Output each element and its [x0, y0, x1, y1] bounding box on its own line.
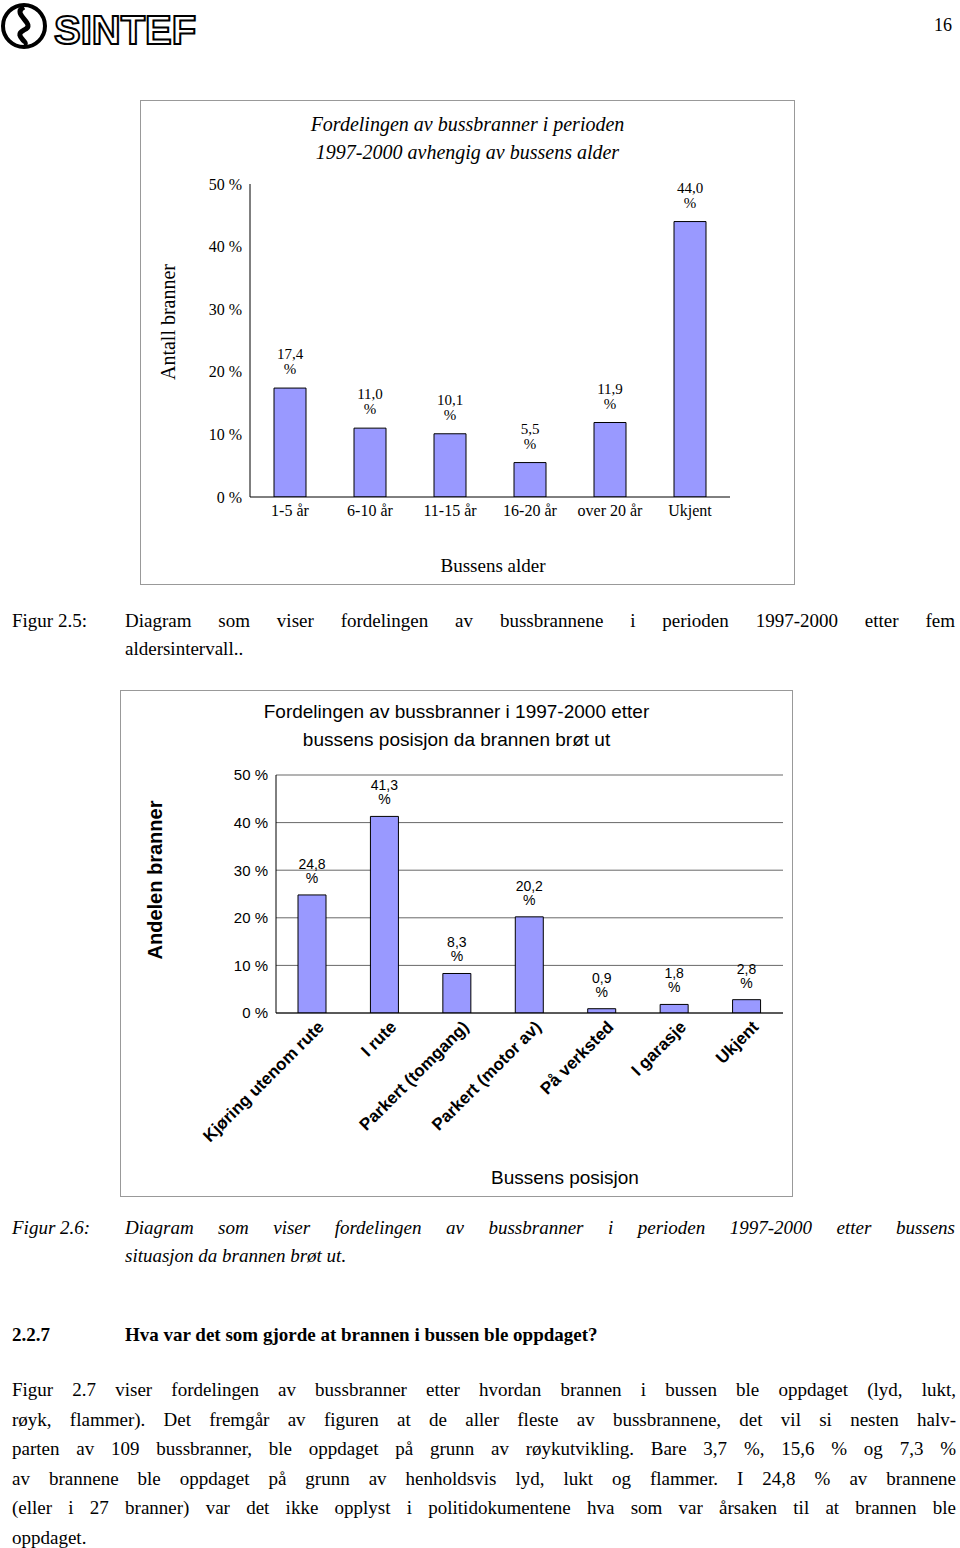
html-text:bussens posisjon da brannen br: bussens posisjon da brannen brøt ut — [302, 729, 611, 750]
svg-text:8,3%: 8,3% — [447, 934, 467, 964]
html-text:Fordelingen av bussbranner i p: Fordelingen av bussbranner i perioden — [310, 113, 625, 135]
html-text:16: 16 — [934, 15, 952, 35]
svg-text:11,9%: 11,9% — [597, 381, 623, 412]
svg-text:41,3%: 41,3% — [371, 777, 398, 807]
html-text:Andelen branner: Andelen branner — [143, 800, 166, 960]
svg-text:I garasje: I garasje — [628, 1017, 690, 1079]
svg-text:24,8%: 24,8% — [298, 856, 325, 886]
html-text:Diagram som viser fordelingen: Diagram som viser fordelingen av bussbra… — [125, 610, 955, 631]
svg-text:over 20 år: over 20 år — [578, 502, 644, 519]
svg-text:6-10 år: 6-10 år — [347, 502, 393, 519]
svg-text:50 %: 50 % — [209, 176, 242, 193]
svg-text:20,2%: 20,2% — [516, 878, 543, 908]
html-text:røyk, flammer). Det fremgår av: røyk, flammer). Det fremgår av figuren a… — [12, 1408, 956, 1430]
svg-text:16-20 år: 16-20 år — [503, 502, 557, 519]
svg-text:30 %: 30 % — [209, 301, 242, 318]
svg-text:2,8%: 2,8% — [737, 961, 757, 991]
html-text:situasjon da brannen brøt ut.: situasjon da brannen brøt ut. — [125, 1245, 347, 1266]
svg-text:10 %: 10 % — [234, 957, 268, 974]
svg-text:1,8%: 1,8% — [664, 965, 684, 995]
svg-text:0 %: 0 % — [242, 1004, 268, 1021]
html-text:Figur 2.6:: Figur 2.6: — [12, 1217, 91, 1238]
svg-text:30 %: 30 % — [234, 862, 268, 879]
svg-text:11,0%: 11,0% — [357, 386, 383, 417]
svg-text:Kjøring utenom rute: Kjøring utenom rute — [199, 1017, 327, 1145]
html-text:Fordelingen av bussbranner i 1: Fordelingen av bussbranner i 1997-2000 e… — [263, 701, 650, 722]
html-text:Figur 2.5:: Figur 2.5: — [12, 610, 87, 631]
html-text:aldersintervall..: aldersintervall.. — [125, 638, 244, 659]
svg-text:20 %: 20 % — [209, 363, 242, 380]
svg-text:Ukjent: Ukjent — [712, 1017, 762, 1067]
svg-text:På verksted: På verksted — [537, 1017, 618, 1098]
svg-text:44,0%: 44,0% — [677, 180, 703, 211]
svg-text:Parkert (tomgang): Parkert (tomgang) — [355, 1017, 473, 1135]
svg-text:I rute: I rute — [357, 1017, 400, 1060]
svg-text:SINTEF: SINTEF — [54, 8, 196, 52]
html-text:2.2.7: 2.2.7 — [12, 1324, 50, 1345]
html-text:Bussens alder: Bussens alder — [440, 555, 546, 576]
html-text:Diagram som viser fordelingen: Diagram som viser fordelingen av bussbra… — [125, 1217, 955, 1238]
html-text:av brannene ble oppdaget på gr: av brannene ble oppdaget på grunn av hen… — [12, 1467, 956, 1489]
svg-text:10 %: 10 % — [209, 426, 242, 443]
html-text:Bussens posisjon: Bussens posisjon — [491, 1167, 639, 1188]
html-text:Figur 2.7 viser fordelingen av: Figur 2.7 viser fordelingen av bussbrann… — [12, 1379, 956, 1400]
html-text:Antall branner: Antall branner — [156, 264, 179, 380]
html-text:oppdaget.: oppdaget. — [12, 1527, 87, 1548]
svg-text:5,5%: 5,5% — [521, 421, 540, 452]
svg-text:10,1%: 10,1% — [437, 392, 463, 423]
svg-text:11-15 år: 11-15 år — [423, 502, 477, 519]
html-text:(eller i 27 branner) var det i: (eller i 27 branner) var det ikke opplys… — [12, 1497, 956, 1519]
svg-text:Ukjent: Ukjent — [668, 502, 712, 520]
svg-text:40 %: 40 % — [234, 814, 268, 831]
html-text:Hva var det som gjorde at bran: Hva var det som gjorde at brannen i buss… — [125, 1324, 598, 1345]
html-text:parten av 109 bussbranner, ble: parten av 109 bussbranner, ble oppdaget … — [12, 1438, 956, 1460]
svg-text:0 %: 0 % — [217, 489, 242, 506]
svg-text:0,9%: 0,9% — [592, 970, 612, 1000]
svg-text:Parkert (motor av): Parkert (motor av) — [428, 1017, 545, 1134]
svg-text:40 %: 40 % — [209, 238, 242, 255]
svg-text:50 %: 50 % — [234, 766, 268, 783]
html-text:1997-2000 avhengig av bussens: 1997-2000 avhengig av bussens alder — [315, 141, 620, 163]
svg-text:1-5 år: 1-5 år — [271, 502, 309, 519]
svg-text:20 %: 20 % — [234, 909, 268, 926]
svg-text:17,4%: 17,4% — [277, 346, 304, 377]
